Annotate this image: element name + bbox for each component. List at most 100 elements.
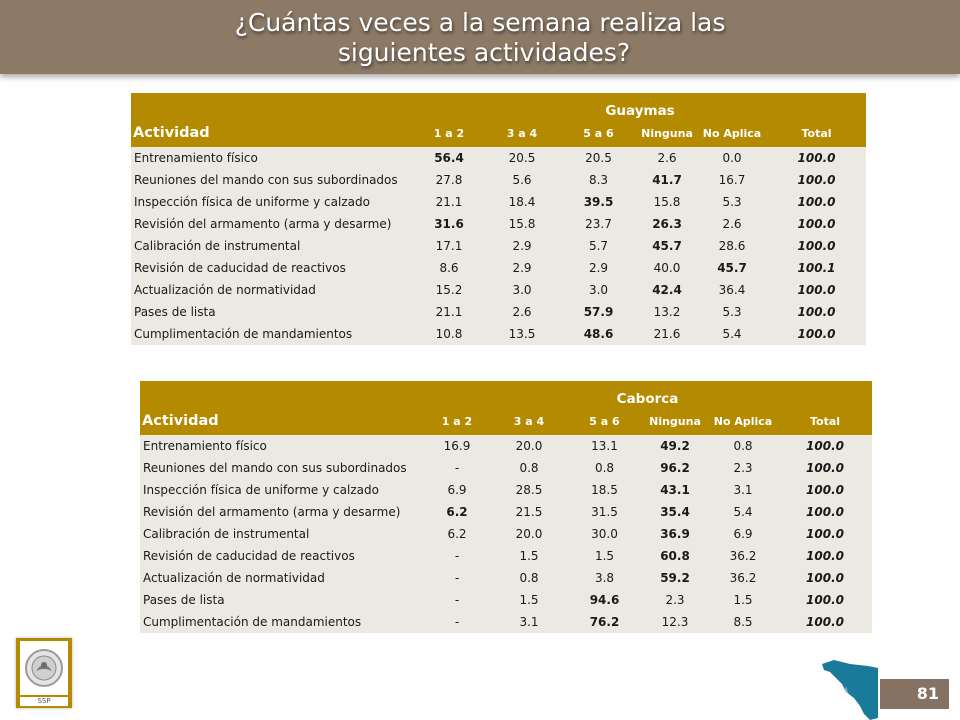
value-cell: 76.2 xyxy=(567,611,642,633)
column-header: 1 a 2 xyxy=(414,119,484,147)
value-cell: 60.8 xyxy=(642,545,708,567)
activity-cell: Actualización de normatividad xyxy=(131,279,414,301)
value-cell: 1.5 xyxy=(491,589,567,611)
column-header: 1 a 2 xyxy=(423,407,491,435)
value-cell: 3.1 xyxy=(491,611,567,633)
value-cell: 2.9 xyxy=(560,257,637,279)
column-header: Total xyxy=(767,119,867,147)
value-cell: 100.0 xyxy=(778,611,873,633)
table-row: Cumplimentación de mandamientos 10.8 13.5 4… xyxy=(131,323,867,345)
table-row: Actualización de normatividad -0.8 3.8 59.2… xyxy=(140,567,873,589)
value-cell: 17.1 xyxy=(414,235,484,257)
table-row: Pases de lista 21.1 2.6 57.9 13.2 5.3 100.0 xyxy=(131,301,867,323)
value-cell: 100.0 xyxy=(767,147,867,169)
slide-title-line-1: ¿Cuántas veces a la semana realiza las xyxy=(234,8,726,37)
value-cell: 3.0 xyxy=(484,279,560,301)
value-cell: 59.2 xyxy=(642,567,708,589)
header-empty-cell xyxy=(140,381,423,407)
value-cell: 100.0 xyxy=(778,567,873,589)
activity-cell: Entrenamiento físico xyxy=(131,147,414,169)
value-cell: 28.5 xyxy=(491,479,567,501)
value-cell: 100.0 xyxy=(767,213,867,235)
value-cell: 100.0 xyxy=(778,523,873,545)
value-cell: 6.2 xyxy=(423,523,491,545)
table-row: Entrenamiento físico 16.9 20.0 13.1 49.2 0.8 1… xyxy=(140,435,873,457)
value-cell: 45.7 xyxy=(637,235,697,257)
value-cell: 5.3 xyxy=(697,301,767,323)
value-cell: 18.5 xyxy=(567,479,642,501)
activity-cell: Calibración de instrumental xyxy=(131,235,414,257)
column-header: 5 a 6 xyxy=(560,119,637,147)
ssp-logo: SSP xyxy=(16,638,72,708)
value-cell: 100.0 xyxy=(778,501,873,523)
value-cell: 39.5 xyxy=(560,191,637,213)
value-cell: 23.7 xyxy=(560,213,637,235)
activity-cell: Entrenamiento físico xyxy=(140,435,423,457)
table-row: Inspección física de uniforme y calzado 6… xyxy=(140,479,873,501)
value-cell: - xyxy=(423,589,491,611)
value-cell: 49.2 xyxy=(642,435,708,457)
value-cell: 15.8 xyxy=(637,191,697,213)
value-cell: 27.8 xyxy=(414,169,484,191)
activity-column-header: Actividad xyxy=(140,407,423,435)
value-cell: - xyxy=(423,457,491,479)
page-number: 81 xyxy=(880,679,949,709)
value-cell: - xyxy=(423,611,491,633)
header-row-location: Guaymas xyxy=(131,93,867,119)
value-cell: 1.5 xyxy=(567,545,642,567)
value-cell: 42.4 xyxy=(637,279,697,301)
table-row: Calibración de instrumental 6.2 20.0 30.0 36… xyxy=(140,523,873,545)
column-header: No Aplica xyxy=(708,407,778,435)
table-row: Revisión del armamento (arma y desarme) 6… xyxy=(140,501,873,523)
column-header: Ninguna xyxy=(642,407,708,435)
value-cell: 31.5 xyxy=(567,501,642,523)
value-cell: 26.3 xyxy=(637,213,697,235)
activity-cell: Reuniones del mando con sus subordinados xyxy=(140,457,423,479)
value-cell: 100.0 xyxy=(767,191,867,213)
activity-cell: Revisión de caducidad de reactivos xyxy=(131,257,414,279)
value-cell: 1.5 xyxy=(491,545,567,567)
value-cell: 20.0 xyxy=(491,523,567,545)
column-header: 5 a 6 xyxy=(567,407,642,435)
activity-cell: Cumplimentación de mandamientos xyxy=(131,323,414,345)
value-cell: 18.4 xyxy=(484,191,560,213)
title-banner: ¿Cuántas veces a la semana realiza las s… xyxy=(0,0,960,74)
value-cell: 6.9 xyxy=(708,523,778,545)
activity-cell: Pases de lista xyxy=(140,589,423,611)
location-header: Caborca xyxy=(423,381,873,407)
activity-cell: Revisión del armamento (arma y desarme) xyxy=(131,213,414,235)
value-cell: 100.0 xyxy=(767,279,867,301)
value-cell: 20.5 xyxy=(560,147,637,169)
value-cell: 2.3 xyxy=(708,457,778,479)
value-cell: 8.3 xyxy=(560,169,637,191)
ssp-label: SSP xyxy=(20,697,68,706)
value-cell: 57.9 xyxy=(560,301,637,323)
value-cell: 30.0 xyxy=(567,523,642,545)
value-cell: 13.5 xyxy=(484,323,560,345)
value-cell: 5.4 xyxy=(697,323,767,345)
value-cell: 20.0 xyxy=(491,435,567,457)
value-cell: 40.0 xyxy=(637,257,697,279)
value-cell: 5.3 xyxy=(697,191,767,213)
value-cell: 2.6 xyxy=(697,213,767,235)
value-cell: 100.0 xyxy=(767,301,867,323)
value-cell: 21.6 xyxy=(637,323,697,345)
value-cell: 20.5 xyxy=(484,147,560,169)
value-cell: 94.6 xyxy=(567,589,642,611)
value-cell: 100.0 xyxy=(767,169,867,191)
column-header: Ninguna xyxy=(637,119,697,147)
value-cell: 36.4 xyxy=(697,279,767,301)
value-cell: 2.3 xyxy=(642,589,708,611)
value-cell: 2.6 xyxy=(484,301,560,323)
value-cell: 13.1 xyxy=(567,435,642,457)
activity-cell: Inspección física de uniforme y calzado xyxy=(140,479,423,501)
value-cell: 100.0 xyxy=(767,323,867,345)
column-header: No Aplica xyxy=(697,119,767,147)
ssp-seal-icon xyxy=(20,641,68,695)
activity-cell: Inspección física de uniforme y calzado xyxy=(131,191,414,213)
value-cell: 100.0 xyxy=(778,479,873,501)
value-cell: 16.9 xyxy=(423,435,491,457)
value-cell: 31.6 xyxy=(414,213,484,235)
table-row: Entrenamiento físico 56.4 20.5 20.5 2.6 0.0 10… xyxy=(131,147,867,169)
